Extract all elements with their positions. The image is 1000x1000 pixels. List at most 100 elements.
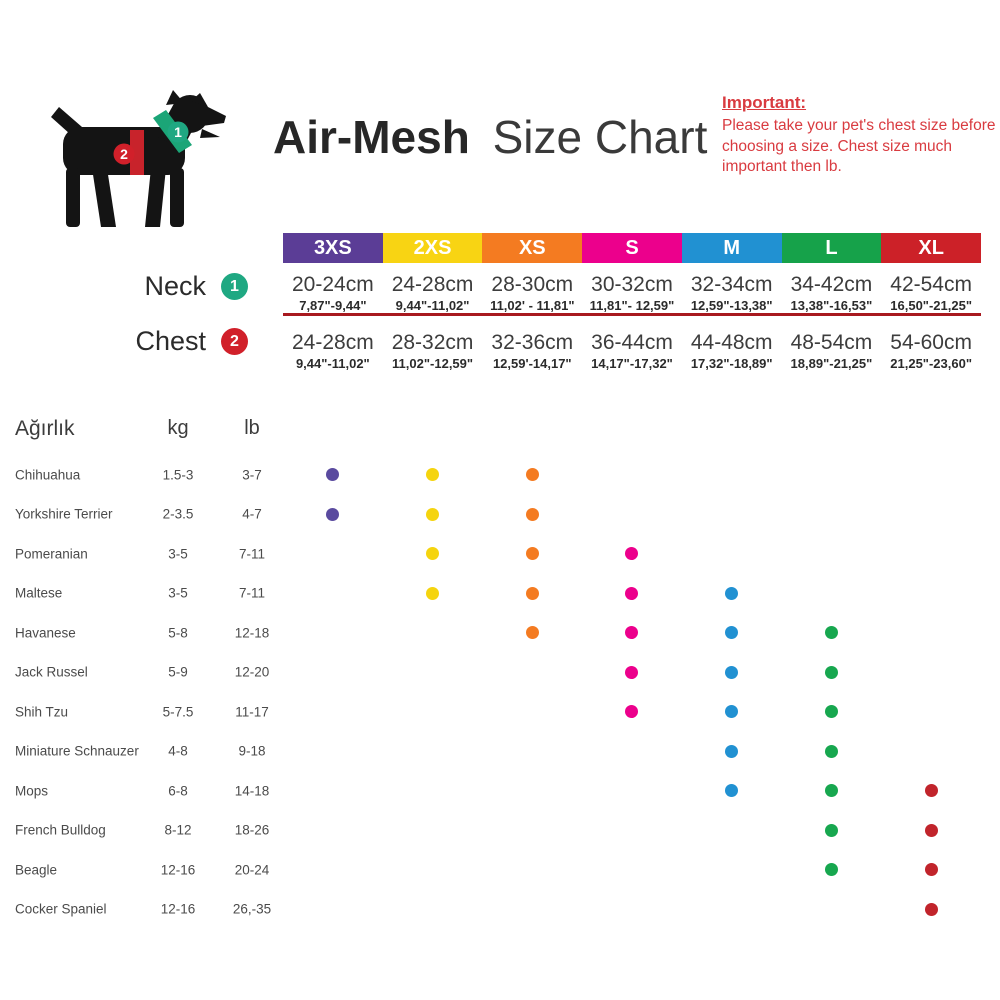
breed-lb: 12-18	[234, 625, 270, 641]
size-dot-l	[824, 705, 838, 719]
size-dot-l	[824, 823, 838, 837]
row-separator	[283, 313, 981, 316]
important-heading: Important:	[722, 93, 807, 112]
size-dot-m	[725, 784, 739, 798]
title-brand: Air-Mesh	[273, 111, 470, 163]
breed-name: Mops	[15, 783, 49, 799]
breed-row: Miniature Schnauzer 4-8 9-18	[0, 732, 1000, 772]
breed-name: Beagle	[15, 862, 58, 878]
size-dot-xl	[924, 863, 938, 877]
size-dot-xl	[924, 784, 938, 798]
breed-kg: 8-12	[164, 822, 192, 838]
breed-name: French Bulldog	[15, 822, 106, 838]
neck-number-badge: 1	[221, 273, 248, 300]
dog-jaw	[200, 129, 220, 138]
dot-cell-m	[682, 744, 782, 758]
dog-illustration: 1 2	[51, 90, 226, 227]
chest-label-row: Chest 2	[88, 326, 248, 357]
neck-inches: 7,87"-9,44"	[299, 298, 367, 313]
size-dot-l	[824, 863, 838, 877]
breed-row: Mops 6-8 14-18	[0, 771, 1000, 811]
size-dot-3xs	[326, 507, 340, 521]
chest-value-xs: 32-36cm 12,59'-14,17"	[482, 318, 582, 371]
breed-name: Maltese	[15, 585, 63, 601]
size-dot-s	[625, 547, 639, 561]
dot-cell-xl	[881, 823, 981, 837]
neck-inches: 11,81"- 12,59"	[589, 298, 675, 313]
breed-row: Beagle 12-16 20-24	[0, 850, 1000, 890]
dog-back-leg-inner	[92, 168, 116, 227]
chest-number-badge: 2	[221, 328, 248, 355]
breed-kg: 4-8	[168, 743, 188, 759]
breed-row: Maltese 3-5 7-11	[0, 574, 1000, 614]
dot-cell-3xs	[283, 468, 383, 482]
breed-table: Chihuahua 1.5-3 3-7 Yorkshire Terrier 2-3.5 4…	[0, 455, 1000, 929]
dot-cell-xs	[482, 626, 582, 640]
size-dot-s	[625, 665, 639, 679]
breed-kg: 5-7.5	[162, 704, 194, 720]
dog-tail	[51, 107, 82, 134]
size-dot-s	[625, 586, 639, 600]
dog-muzzle	[202, 105, 226, 126]
dot-cell-s	[582, 547, 682, 561]
title-subtitle: Size Chart	[492, 111, 708, 163]
size-dot-xl	[924, 823, 938, 837]
chest-value-s: 36-44cm 14,17"-17,32"	[582, 318, 682, 371]
dot-cell-2xs	[383, 586, 483, 600]
size-dot-xs	[525, 468, 539, 482]
neck-value-xl: 42-54cm 16,50"-21,25"	[881, 263, 981, 313]
size-dot-3xs	[326, 468, 340, 482]
neck-cm: 20-24cm	[292, 273, 374, 296]
dot-cell-l	[782, 744, 882, 758]
size-dots	[283, 534, 981, 574]
breed-name: Jack Russel	[15, 664, 88, 680]
size-dot-xs	[525, 626, 539, 640]
neck-label-row: Neck 1	[88, 271, 248, 302]
size-dot-s	[625, 705, 639, 719]
chest-cm: 28-32cm	[391, 331, 474, 354]
size-dots	[283, 771, 981, 811]
chest-inches: 14,17"-17,32"	[591, 356, 673, 371]
size-column-xs: XS	[482, 233, 583, 263]
breed-row: French Bulldog 8-12 18-26	[0, 811, 1000, 851]
breed-lb: 14-18	[234, 783, 270, 799]
size-column-2xs: 2XS	[382, 233, 483, 263]
dot-cell-l	[782, 784, 882, 798]
dot-cell-s	[582, 705, 682, 719]
chest-cm: 48-54cm	[790, 331, 873, 354]
neck-values-row: 20-24cm 7,87"-9,44" 24-28cm 9,44"-11,02" 28-…	[283, 263, 981, 313]
dot-cell-m	[682, 586, 782, 600]
breed-row: Havanese 5-8 12-18	[0, 613, 1000, 653]
dot-cell-l	[782, 626, 882, 640]
size-dots	[283, 890, 981, 930]
breed-lb: 4-7	[242, 506, 262, 522]
breed-lb: 3-7	[242, 467, 262, 483]
size-dots	[283, 811, 981, 851]
neck-value-s: 30-32cm 11,81"- 12,59"	[582, 263, 682, 313]
dog-ear-back	[166, 90, 184, 105]
size-column-s: S	[582, 233, 682, 263]
size-dot-m	[725, 626, 739, 640]
chest-value-xl: 54-60cm 21,25"-23,60"	[881, 318, 981, 371]
size-dot-xs	[525, 586, 539, 600]
breed-lb: 7-11	[238, 585, 266, 601]
size-dots	[283, 613, 981, 653]
chest-inches: 21,25"-23,60"	[890, 356, 972, 371]
breed-row: Yorkshire Terrier 2-3.5 4-7	[0, 495, 1000, 535]
size-dots	[283, 574, 981, 614]
size-dot-m	[725, 744, 739, 758]
dot-cell-2xs	[383, 468, 483, 482]
neck-cm: 42-54cm	[890, 273, 972, 296]
neck-inches: 11,02' - 11,81"	[490, 298, 575, 313]
neck-marker-number: 1	[174, 124, 182, 140]
chest-band	[130, 130, 144, 175]
page-title: Air-Mesh Size Chart	[273, 112, 707, 163]
breed-table-header: Ağırlık kg lb	[0, 417, 1000, 445]
breed-row: Shih Tzu 5-7.5 11-17	[0, 692, 1000, 732]
size-dot-m	[725, 705, 739, 719]
kg-column-header: kg	[167, 417, 189, 439]
lb-column-header: lb	[244, 417, 260, 439]
size-column-l: L	[781, 233, 882, 263]
neck-cm: 32-34cm	[690, 273, 773, 296]
